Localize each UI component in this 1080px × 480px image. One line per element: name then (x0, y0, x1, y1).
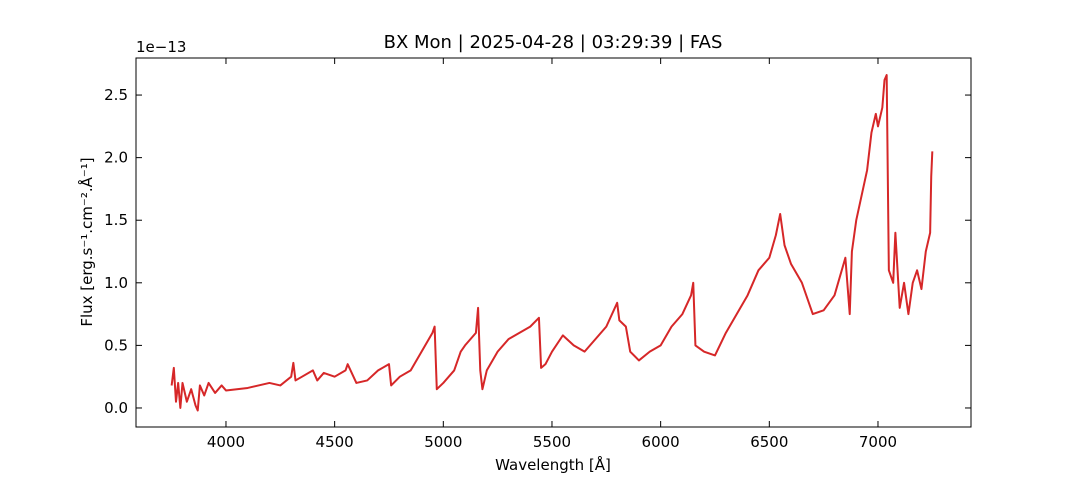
y-tick-label: 2.0 (104, 149, 128, 167)
x-tick-label: 6500 (750, 433, 788, 451)
y-axis-label: Flux [erg.s⁻¹.cm⁻².Å⁻¹] (77, 157, 96, 326)
spectrum-line (170, 74, 934, 412)
y-offset-label: 1e−13 (136, 38, 186, 56)
y-tick-label: 1.0 (104, 274, 128, 292)
x-axis-label: Wavelength [Å] (495, 455, 611, 474)
x-tick-label: 5000 (424, 433, 462, 451)
y-tick-label: 0.5 (104, 336, 128, 354)
y-tick-label: 2.5 (104, 86, 128, 104)
y-tick-label: 0.0 (104, 399, 128, 417)
x-tick-label: 5500 (533, 433, 571, 451)
x-tick-label: 4500 (316, 433, 354, 451)
x-tick-label: 4000 (207, 433, 245, 451)
x-tick-label: 7000 (859, 433, 897, 451)
y-tick-label: 1.5 (104, 211, 128, 229)
chart-title: BX Mon | 2025-04-28 | 03:29:39 | FAS (384, 32, 723, 53)
plot-frame (135, 57, 972, 428)
x-tick-label: 6000 (642, 433, 680, 451)
